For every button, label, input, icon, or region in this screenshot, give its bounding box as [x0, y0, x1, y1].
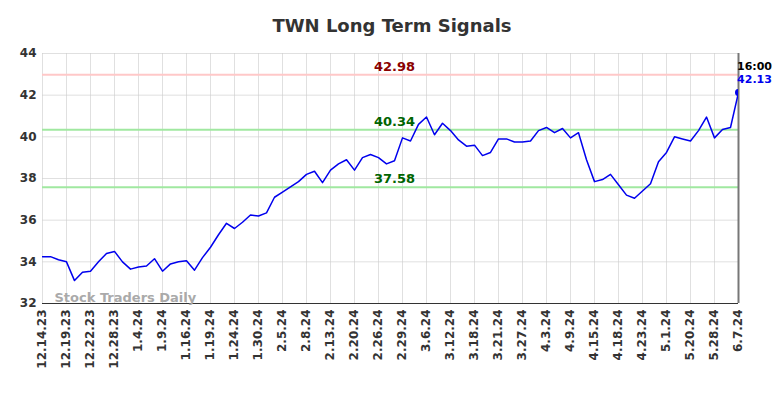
- svg-text:5.28.24: 5.28.24: [707, 310, 721, 361]
- svg-text:3.21.24: 3.21.24: [491, 310, 505, 361]
- svg-text:1.9.24: 1.9.24: [155, 310, 169, 353]
- svg-text:42.13: 42.13: [737, 73, 772, 86]
- svg-text:Stock Traders Daily: Stock Traders Daily: [55, 290, 197, 305]
- svg-text:34: 34: [20, 255, 37, 269]
- svg-text:1.24.24: 1.24.24: [227, 310, 241, 361]
- svg-text:3.27.24: 3.27.24: [515, 310, 529, 361]
- svg-text:37.58: 37.58: [374, 171, 415, 186]
- svg-text:4.3.24: 4.3.24: [539, 310, 553, 353]
- svg-text:36: 36: [20, 213, 37, 227]
- svg-text:40.34: 40.34: [374, 114, 415, 129]
- svg-text:2.29.24: 2.29.24: [395, 310, 409, 361]
- svg-text:6.7.24: 6.7.24: [731, 310, 745, 353]
- svg-text:1.19.24: 1.19.24: [203, 310, 217, 361]
- svg-text:3.12.24: 3.12.24: [443, 310, 457, 361]
- svg-text:12.19.23: 12.19.23: [59, 310, 73, 369]
- svg-text:42.98: 42.98: [374, 59, 415, 74]
- svg-text:5.1.24: 5.1.24: [659, 310, 673, 353]
- svg-text:42: 42: [20, 88, 37, 102]
- svg-text:2.5.24: 2.5.24: [275, 310, 289, 353]
- svg-text:12.22.23: 12.22.23: [83, 310, 97, 369]
- svg-text:2.13.24: 2.13.24: [323, 310, 337, 361]
- svg-text:2.26.24: 2.26.24: [371, 310, 385, 361]
- svg-text:12.14.23: 12.14.23: [35, 310, 49, 369]
- svg-text:38: 38: [20, 171, 37, 185]
- svg-text:2.20.24: 2.20.24: [347, 310, 361, 361]
- svg-text:1.30.24: 1.30.24: [251, 310, 265, 361]
- svg-text:1.16.24: 1.16.24: [179, 310, 193, 361]
- svg-text:3.18.24: 3.18.24: [467, 310, 481, 361]
- svg-text:32: 32: [20, 296, 37, 310]
- svg-text:4.18.24: 4.18.24: [611, 310, 625, 361]
- svg-text:44: 44: [20, 46, 37, 60]
- html-text:TWN Long Term Signals: TWN Long Term Signals: [272, 15, 512, 36]
- svg-text:1.4.24: 1.4.24: [131, 310, 145, 353]
- svg-text:4.15.24: 4.15.24: [587, 310, 601, 361]
- svg-text:40: 40: [20, 130, 37, 144]
- svg-text:3.6.24: 3.6.24: [419, 310, 433, 353]
- svg-text:2.8.24: 2.8.24: [299, 310, 313, 353]
- svg-text:12.28.23: 12.28.23: [107, 310, 121, 369]
- svg-text:16:00: 16:00: [737, 60, 772, 73]
- svg-text:5.20.24: 5.20.24: [683, 310, 697, 361]
- svg-text:4.23.24: 4.23.24: [635, 310, 649, 361]
- svg-text:4.9.24: 4.9.24: [563, 310, 577, 353]
